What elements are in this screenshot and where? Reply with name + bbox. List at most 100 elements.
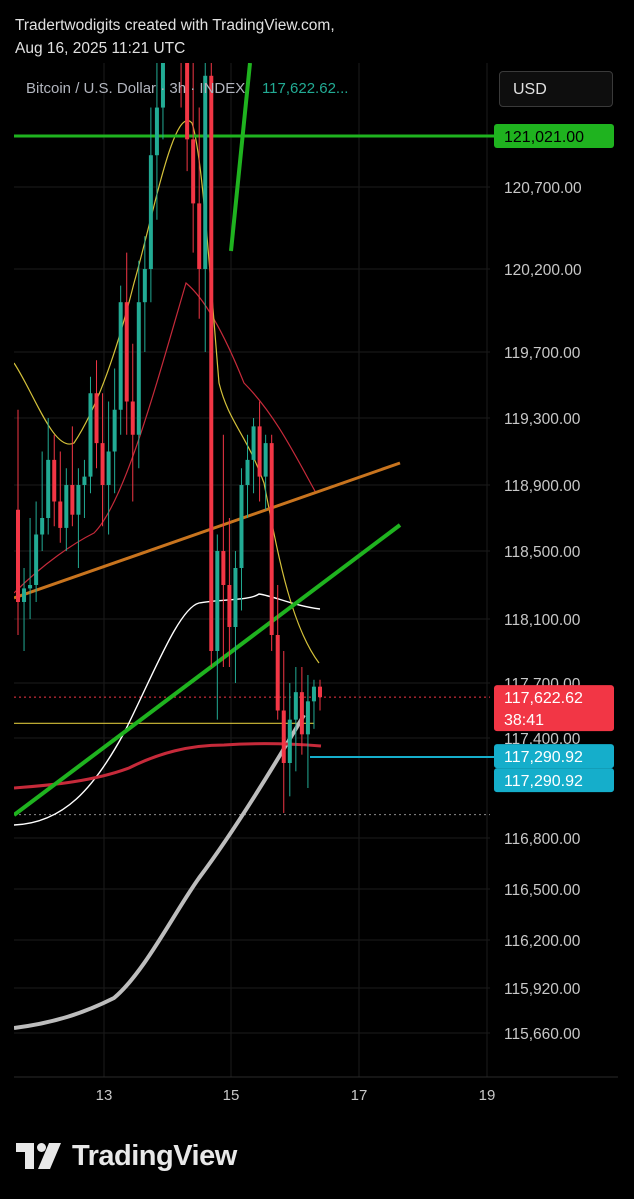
price-chart[interactable]: 13 15 17 19 120,700.00 120,200.00 119,700.00 11… [14,63,618,1109]
candle [299,667,304,755]
candle [227,518,232,667]
candle-body [215,551,220,651]
candle-body [58,501,63,528]
candle [203,63,208,352]
candle [221,434,226,667]
candle [64,468,69,551]
candle [209,63,214,667]
candle [251,418,256,494]
candle [185,63,190,172]
candle [311,679,316,729]
candle-body [70,485,75,515]
candle [28,518,33,619]
candle [318,679,322,711]
price-label-text: 121,021.00 [504,129,584,146]
candle [263,434,268,510]
candle [100,393,105,527]
candle [180,63,182,108]
y-tick-label: 120,700.00 [504,180,582,197]
candle-body [52,459,57,502]
legend-timeframe: 3h [169,80,187,97]
price-label: 117,290.92 [494,744,614,769]
candle-body [16,509,20,602]
candle [106,401,111,535]
x-tick-label: 19 [479,1087,496,1104]
y-tick-label: 115,660.00 [504,1026,581,1043]
support-trendline [14,523,402,817]
candle-body [275,635,280,711]
candle-body [46,459,51,518]
candle-body [299,692,304,735]
candle-body [305,701,310,735]
candle-body [154,107,159,156]
chart-panel[interactable]: 13 15 17 19 120,700.00 120,200.00 119,700.00 11… [14,63,618,1109]
candle-body [100,443,105,485]
price-label: 121,021.00 [494,124,614,148]
credit-date: Aug 16, 2025 11:21 UTC [15,40,186,57]
ma-gray-line [14,713,306,1030]
x-tick-label: 17 [351,1087,368,1104]
candle-body [257,426,262,477]
tradingview-logo: TradingView [16,1138,237,1174]
candle [82,459,87,518]
brand-name: TradingView [72,1139,237,1172]
candle-body [281,710,286,763]
candle-body [227,585,232,627]
price-label-bg [494,124,614,148]
candle-body [94,393,99,444]
y-tick-label: 120,200.00 [504,262,582,279]
candle [16,409,20,635]
candle [245,434,250,518]
candle [233,551,238,683]
candle-body [82,476,87,485]
symbol-legend[interactable]: Bitcoin / U.S. Dollar · 3h · INDEX 117,6… [26,80,349,97]
y-tick-label: 116,800.00 [504,831,581,848]
price-label-text: 117,290.92 [504,773,583,790]
y-tick-label: 117,400.00 [504,731,581,748]
candle-body [22,588,27,602]
candle [160,63,165,140]
candle-body [106,451,111,485]
candle [142,236,147,352]
candle-body [142,269,147,303]
currency-button[interactable]: USD [499,71,613,107]
candle-body [239,485,244,568]
candle-body [34,534,39,585]
legend-symbol: Bitcoin / U.S. Dollar [26,80,157,97]
candle-body [130,401,135,435]
price-label-bg [494,685,614,732]
y-tick-label: 116,500.00 [504,882,581,899]
candle [70,426,75,527]
y-tick-label: 119,300.00 [504,411,581,428]
candle-body [112,409,117,452]
ma-white-line [14,593,321,826]
x-tick-label: 13 [96,1087,113,1104]
candle-body [251,426,256,460]
y-tick-label: 115,920.00 [504,981,581,998]
candle-body [185,63,190,140]
candle-body [311,686,316,702]
candle-body [263,443,268,477]
price-label: 117,622.62 38:41 [494,685,614,732]
candle [130,343,135,502]
candle [287,683,292,797]
candle-body [293,692,298,720]
candle-body [64,485,69,528]
y-tick-label: 116,200.00 [504,933,581,950]
candle-body [76,485,81,515]
candle-body [28,585,33,589]
candle [112,368,117,494]
ma-yellow-line [14,120,320,664]
candle [52,434,57,527]
y-tick-label: 118,500.00 [504,544,581,561]
candle-body [209,75,214,652]
candle [76,468,81,568]
candle-body [287,719,292,763]
y-tick-label: 118,900.00 [504,478,581,495]
candle-body [148,155,153,269]
candle [257,401,262,502]
candle [191,63,196,253]
price-label-bg [494,744,614,769]
candle-body [233,568,238,627]
price-label-bg [494,768,614,793]
